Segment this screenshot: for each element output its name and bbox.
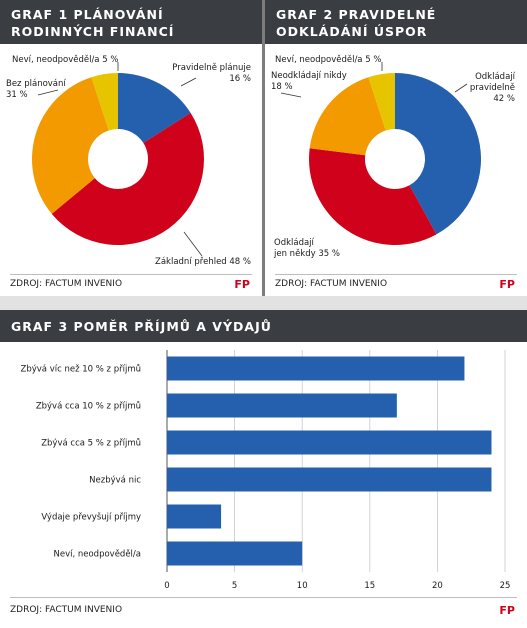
chart1-title-line1: GRAF 1 PLÁNOVÁNÍ xyxy=(11,7,164,22)
chart1-label-2a: Bez plánování xyxy=(6,79,66,89)
chart2-slice-2 xyxy=(309,77,386,156)
chart2-label-2a: Odkládají xyxy=(475,72,516,82)
chart2-header: GRAF 2 PRAVIDELNÉ ODKLÁDÁNÍ ÚSPOR xyxy=(265,0,527,44)
chart2-label-0: Neví, neodpověděl/a 5 % xyxy=(275,55,381,65)
chart3-tick-25: 25 xyxy=(500,581,511,591)
section-gap xyxy=(0,296,527,310)
chart1-panel: GRAF 1 PLÁNOVÁNÍ RODINNÝCH FINANCÍ Neví,… xyxy=(0,0,262,296)
chart3-category-0: Zbývá víc než 10 % z příjmů xyxy=(21,364,141,375)
chart2-label-3b: jen někdy 35 % xyxy=(273,249,340,259)
chart1-label-0: Neví, neodpověděl/a 5 % xyxy=(12,55,118,65)
chart2-logo: FP xyxy=(499,278,515,291)
chart1-slice-2 xyxy=(31,77,109,214)
chart1-label-1a: Pravidelně plánuje xyxy=(172,63,251,73)
chart1-source: ZDROJ: FACTUM INVENIO xyxy=(10,279,123,289)
chart3-category-4: Výdaje převyšují příjmy xyxy=(41,512,141,523)
chart3-bar-2 xyxy=(167,430,492,455)
chart1-title-line2: RODINNÝCH FINANCÍ xyxy=(11,24,175,39)
chart3-bar-3 xyxy=(167,467,492,492)
chart2-slice-0 xyxy=(395,73,482,235)
chart1-donut: Neví, neodpověděl/a 5 % Pravidelně plánu… xyxy=(6,55,251,267)
chart3-bar-4 xyxy=(167,504,222,529)
chart3-tick-10: 10 xyxy=(297,581,308,591)
chart2-slice-1 xyxy=(309,148,437,245)
chart2-label-3a: Odkládají xyxy=(274,238,315,248)
chart2-title-line2: ODKLÁDÁNÍ ÚSPOR xyxy=(276,24,428,39)
chart3-category-3: Nezbývá nic xyxy=(89,476,141,486)
chart1-slice-3 xyxy=(91,73,118,131)
chart3-tick-0: 0 xyxy=(164,581,169,591)
chart1-label-3: Základní přehled 48 % xyxy=(155,257,251,267)
chart2-label-1a: Neodkládají nikdy xyxy=(271,71,347,81)
chart2-label-1b: 18 % xyxy=(271,82,293,92)
chart3-category-5: Neví, neodpověděl/a xyxy=(53,550,141,560)
chart3-bar-1 xyxy=(167,393,397,418)
chart2-donut: Neví, neodpověděl/a 5 % Neodkládají nikd… xyxy=(271,55,516,259)
chart3-panel: GRAF 3 POMĚR PŘÍJMŮ A VÝDAJŮ Zbývá víc n… xyxy=(0,310,527,628)
chart1-slice-0 xyxy=(118,73,191,143)
chart2-slices xyxy=(309,73,482,245)
panel-divider xyxy=(262,0,265,296)
chart3-title: GRAF 3 POMĚR PŘÍJMŮ A VÝDAJŮ xyxy=(11,319,272,334)
chart1-leaders xyxy=(37,62,203,257)
chart3-bar-0 xyxy=(167,356,465,381)
chart3-category-1: Zbývá cca 10 % z příjmů xyxy=(36,401,141,412)
chart3-bar-5 xyxy=(167,541,303,566)
chart2-title-line1: GRAF 2 PRAVIDELNÉ xyxy=(276,7,437,22)
chart1-slices xyxy=(31,73,204,245)
chart3-tick-5: 5 xyxy=(232,581,237,591)
chart2-source: ZDROJ: FACTUM INVENIO xyxy=(275,279,388,289)
chart3-logo: FP xyxy=(499,604,515,617)
chart1-header: GRAF 1 PLÁNOVÁNÍ RODINNÝCH FINANCÍ xyxy=(0,0,262,44)
chart2-leaders xyxy=(280,62,468,98)
chart1-slice-1 xyxy=(51,112,204,245)
chart1-logo: FP xyxy=(234,278,250,291)
chart3-bars: Zbývá víc než 10 % z příjmů Zbývá cca 10 … xyxy=(21,350,511,591)
chart2-slice-3 xyxy=(368,73,395,131)
chart2-panel: GRAF 2 PRAVIDELNÉ ODKLÁDÁNÍ ÚSPOR Neví, … xyxy=(265,0,527,296)
chart1-label-2b: 31 % xyxy=(6,90,28,100)
chart2-label-2c: 42 % xyxy=(493,94,515,104)
chart3-source: ZDROJ: FACTUM INVENIO xyxy=(10,605,123,615)
chart1-label-1b: 16 % xyxy=(229,74,251,84)
chart2-label-2b: pravidelně xyxy=(470,83,515,93)
chart3-tick-15: 15 xyxy=(364,581,375,591)
chart3-category-2: Zbývá cca 5 % z příjmů xyxy=(41,438,141,449)
chart3-header: GRAF 3 POMĚR PŘÍJMŮ A VÝDAJŮ xyxy=(0,310,527,342)
chart3-tick-20: 20 xyxy=(432,581,443,591)
